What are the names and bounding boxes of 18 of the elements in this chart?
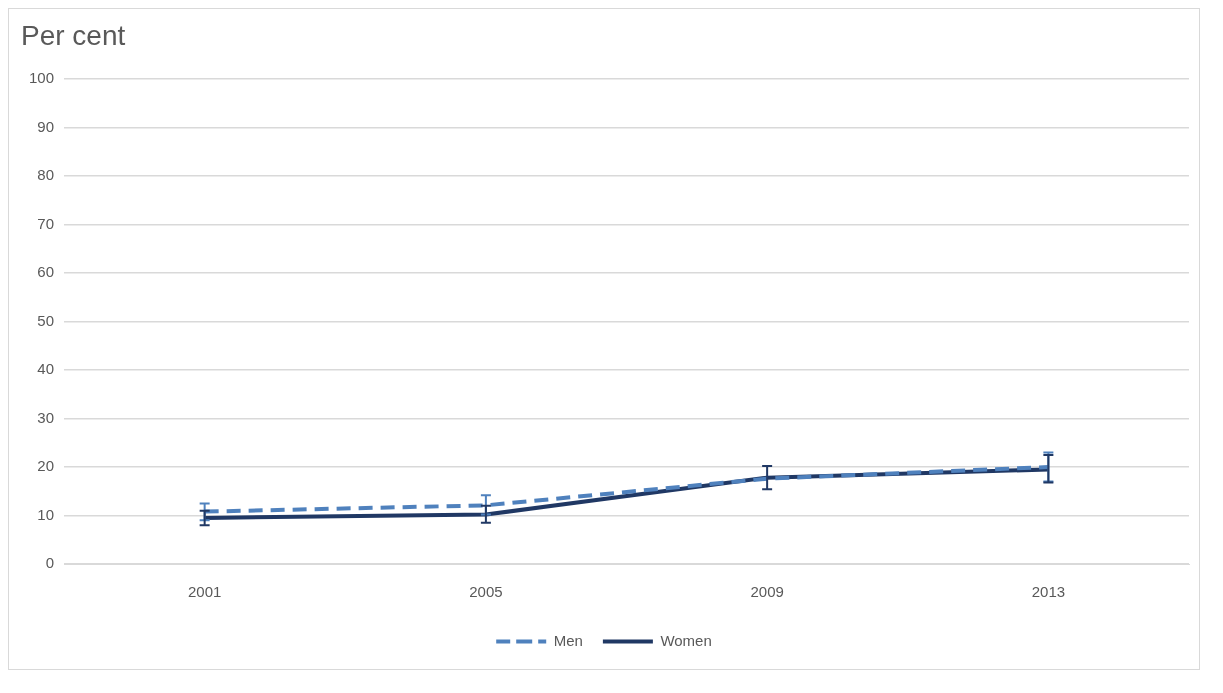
y-tick-label: 80 (37, 166, 55, 184)
x-tick-label: 2009 (750, 583, 784, 601)
x-tick-label: 2001 (187, 583, 222, 601)
y-tick-label: 30 (37, 408, 55, 426)
y-axis-title: Per cent (21, 19, 126, 51)
y-tick-label: 60 (37, 263, 55, 281)
legend-label: Women (660, 631, 712, 649)
y-tick-label: 90 (37, 117, 55, 135)
x-tick-label: 2005 (469, 583, 503, 601)
x-tick-label: 2013 (1031, 583, 1066, 601)
y-tick-label: 70 (37, 214, 55, 232)
y-tick-label: 40 (37, 360, 55, 378)
y-tick-label: 20 (37, 457, 55, 475)
y-tick-label: 100 (29, 69, 55, 87)
y-tick-label: 50 (37, 311, 55, 329)
legend-label: Men (553, 631, 583, 649)
y-tick-label: 10 (37, 505, 55, 523)
y-tick-label: 0 (45, 554, 55, 572)
